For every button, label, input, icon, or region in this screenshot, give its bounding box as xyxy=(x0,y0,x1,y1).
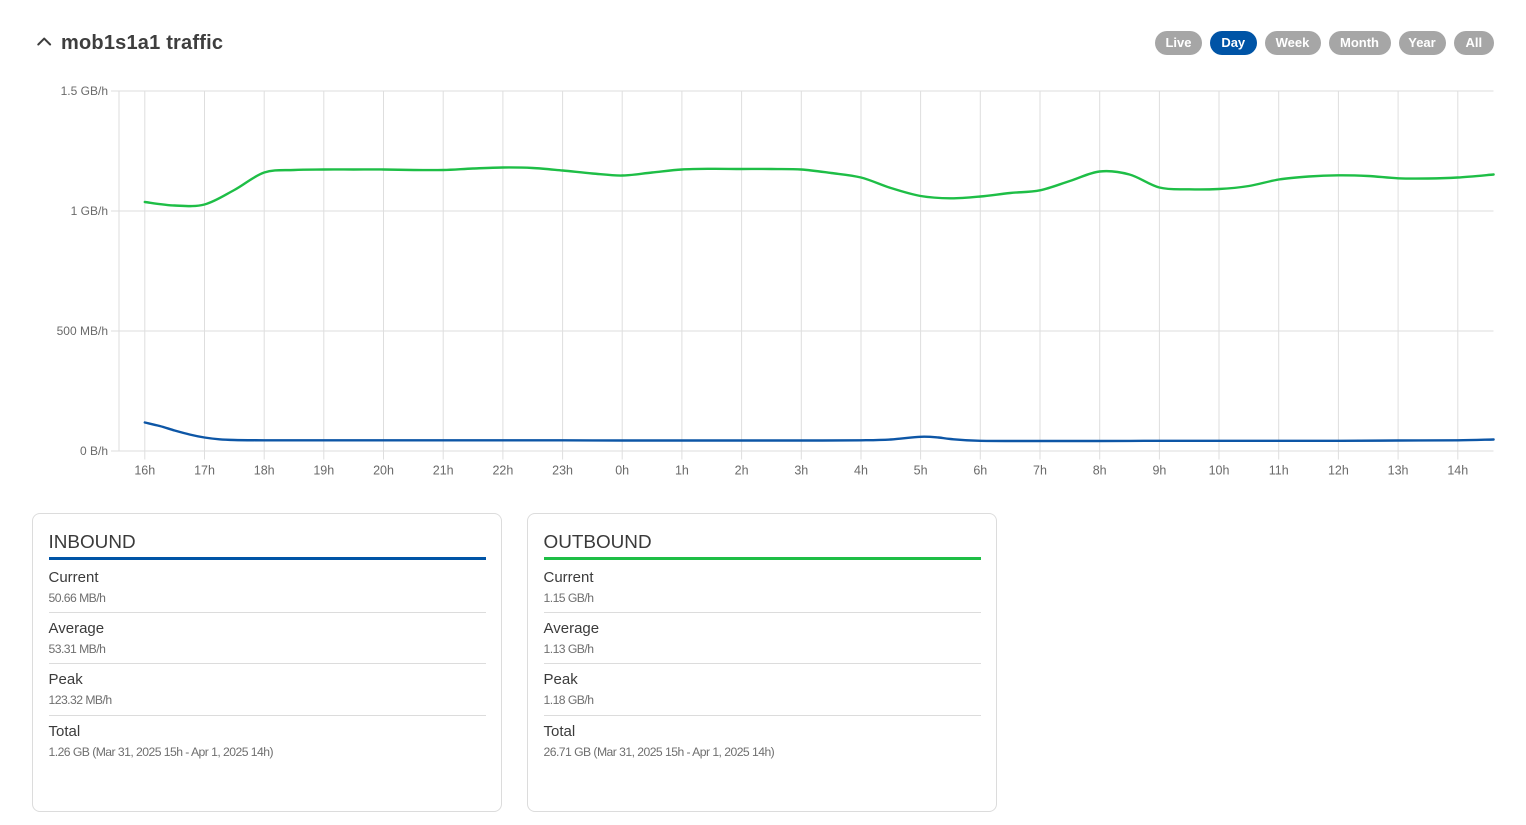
svg-text:20h: 20h xyxy=(373,463,394,477)
svg-text:22h: 22h xyxy=(492,463,513,477)
svg-text:1 GB/h: 1 GB/h xyxy=(71,204,108,218)
svg-text:6h: 6h xyxy=(973,463,987,477)
svg-text:17h: 17h xyxy=(194,463,215,477)
svg-text:12h: 12h xyxy=(1328,463,1349,477)
svg-text:1h: 1h xyxy=(675,463,689,477)
svg-text:18h: 18h xyxy=(254,463,275,477)
svg-text:3h: 3h xyxy=(794,463,808,477)
svg-text:500 MB/h: 500 MB/h xyxy=(57,324,108,338)
svg-text:19h: 19h xyxy=(313,463,334,477)
svg-text:1.5 GB/h: 1.5 GB/h xyxy=(61,84,108,98)
svg-text:11h: 11h xyxy=(1269,463,1289,477)
svg-text:13h: 13h xyxy=(1388,463,1409,477)
svg-text:16h: 16h xyxy=(134,463,155,477)
svg-text:14h: 14h xyxy=(1447,463,1468,477)
svg-text:2h: 2h xyxy=(735,463,749,477)
svg-text:23h: 23h xyxy=(552,463,573,477)
svg-text:10h: 10h xyxy=(1209,463,1230,477)
svg-text:4h: 4h xyxy=(854,463,868,477)
svg-text:21h: 21h xyxy=(433,463,454,477)
svg-text:0h: 0h xyxy=(615,463,629,477)
svg-text:9h: 9h xyxy=(1152,463,1166,477)
svg-text:7h: 7h xyxy=(1033,463,1047,477)
svg-text:5h: 5h xyxy=(914,463,928,477)
svg-text:0 B/h: 0 B/h xyxy=(80,444,108,458)
svg-text:8h: 8h xyxy=(1093,463,1107,477)
